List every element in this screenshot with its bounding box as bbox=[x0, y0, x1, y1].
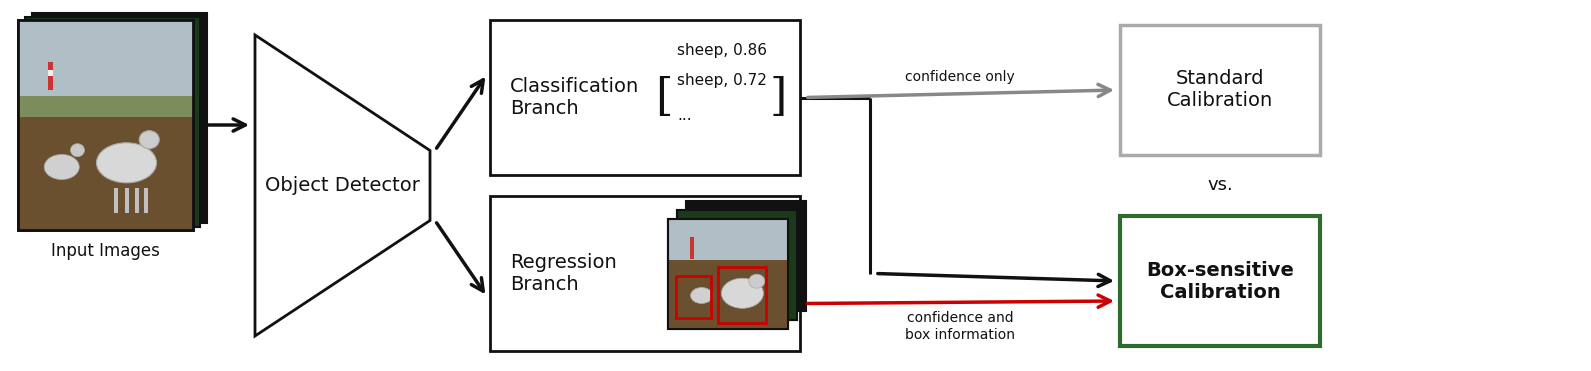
Bar bbox=[115, 188, 118, 213]
Bar bbox=[490, 196, 800, 351]
Ellipse shape bbox=[721, 278, 764, 308]
Bar bbox=[668, 219, 788, 260]
Ellipse shape bbox=[45, 154, 80, 180]
Bar bbox=[25, 17, 200, 227]
Text: sheep, 0.72: sheep, 0.72 bbox=[678, 72, 767, 88]
Bar bbox=[48, 70, 53, 76]
Bar bbox=[18, 20, 193, 104]
Bar bbox=[686, 200, 807, 311]
Bar bbox=[48, 62, 53, 90]
Text: ...: ... bbox=[678, 108, 692, 122]
Text: Object Detector: Object Detector bbox=[266, 176, 420, 195]
Text: Standard
Calibration: Standard Calibration bbox=[1166, 69, 1273, 111]
Bar bbox=[1120, 25, 1321, 155]
Text: confidence only: confidence only bbox=[905, 69, 1015, 83]
Ellipse shape bbox=[690, 288, 713, 303]
Bar bbox=[18, 96, 193, 121]
Ellipse shape bbox=[97, 143, 156, 183]
Bar bbox=[135, 188, 138, 213]
Polygon shape bbox=[255, 35, 430, 336]
Text: ]: ] bbox=[770, 76, 788, 119]
Bar bbox=[676, 276, 711, 318]
Text: sheep, 0.86: sheep, 0.86 bbox=[678, 43, 767, 58]
Bar bbox=[690, 236, 694, 259]
Text: Regression
Branch: Regression Branch bbox=[511, 253, 617, 294]
Text: Box-sensitive
Calibration: Box-sensitive Calibration bbox=[1146, 260, 1293, 302]
Ellipse shape bbox=[140, 131, 159, 149]
Text: [: [ bbox=[655, 76, 673, 119]
Text: vs.: vs. bbox=[1208, 177, 1233, 194]
Bar bbox=[678, 210, 797, 319]
Bar bbox=[668, 260, 788, 328]
Bar bbox=[668, 219, 788, 328]
Bar bbox=[678, 210, 797, 319]
Bar bbox=[124, 188, 129, 213]
Bar bbox=[18, 20, 193, 230]
Bar bbox=[683, 220, 776, 305]
Bar bbox=[1120, 216, 1321, 346]
Text: Classification
Branch: Classification Branch bbox=[511, 77, 640, 118]
Bar bbox=[668, 219, 788, 328]
Bar bbox=[18, 116, 193, 230]
Bar bbox=[719, 267, 767, 323]
Bar bbox=[32, 13, 207, 223]
Text: confidence and
box information: confidence and box information bbox=[905, 312, 1015, 342]
Text: Input Images: Input Images bbox=[51, 242, 161, 260]
Ellipse shape bbox=[749, 274, 765, 288]
Bar bbox=[490, 20, 800, 175]
Bar bbox=[143, 188, 148, 213]
Ellipse shape bbox=[70, 144, 84, 157]
Bar bbox=[18, 20, 193, 230]
